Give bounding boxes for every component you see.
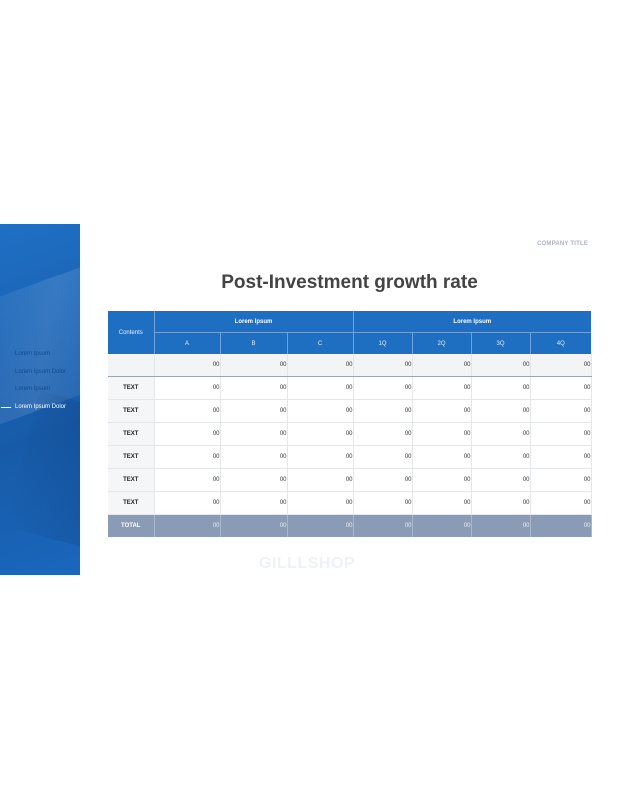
table-cell: 00 bbox=[154, 422, 221, 446]
column-header: A bbox=[154, 332, 221, 354]
table-cell: 00 bbox=[287, 468, 354, 492]
table-cell: 00 bbox=[220, 445, 288, 469]
table-cell: 00 bbox=[353, 514, 413, 537]
table-cell: 00 bbox=[287, 376, 354, 400]
table-cell: 00 bbox=[154, 491, 221, 515]
sidebar-item-1[interactable]: Lorem Ipsum bbox=[15, 351, 51, 357]
company-title: COMPANY TITLE bbox=[537, 241, 589, 247]
table-cell: 00 bbox=[220, 468, 288, 492]
table-row: TOTAL 00 00 00 00 00 00 00 bbox=[108, 514, 592, 537]
sidebar-item-4-active[interactable]: Lorem Ipsum Dolor bbox=[0, 399, 80, 417]
table-row: 00 00 00 00 00 00 00 bbox=[108, 354, 592, 377]
table-cell: 00 bbox=[154, 468, 221, 492]
table-row: TEXT 00 00 00 00 00 00 00 bbox=[108, 422, 592, 446]
table-row: TEXT 00 00 00 00 00 00 00 bbox=[108, 445, 592, 469]
column-header: 4Q bbox=[530, 332, 592, 354]
table-cell: 00 bbox=[471, 468, 531, 492]
table-cell: 00 bbox=[471, 354, 531, 377]
table-cell: 00 bbox=[412, 445, 472, 469]
row-label: TEXT bbox=[108, 422, 155, 446]
table-cell: 00 bbox=[287, 354, 354, 377]
slide: Lorem Ipsum Lorem Ipsum Dolor Lorem Ipsu… bbox=[0, 224, 623, 575]
column-header: 1Q bbox=[353, 332, 413, 354]
table-cell: 00 bbox=[412, 376, 472, 400]
table-cell: 00 bbox=[530, 422, 592, 446]
page-title: Post-Investment growth rate bbox=[221, 272, 478, 293]
table-cell: 00 bbox=[154, 399, 221, 423]
row-label: TEXT bbox=[108, 468, 155, 492]
table-cell: 00 bbox=[154, 376, 221, 400]
table-cell: 00 bbox=[287, 491, 354, 515]
table-cell: 00 bbox=[530, 354, 592, 377]
table-cell: 00 bbox=[353, 468, 413, 492]
table-cell: 00 bbox=[471, 399, 531, 423]
row-label: TEXT bbox=[108, 376, 155, 400]
table-row: TEXT 00 00 00 00 00 00 00 bbox=[108, 399, 592, 423]
sidebar-item-3[interactable]: Lorem Ipsum bbox=[15, 386, 51, 392]
group-header-2: Lorem Ipsum bbox=[353, 311, 592, 333]
row-label: TEXT bbox=[108, 399, 155, 423]
table-cell: 00 bbox=[530, 445, 592, 469]
table-cell: 00 bbox=[220, 491, 288, 515]
column-header: 2Q bbox=[412, 332, 472, 354]
table-cell: 00 bbox=[471, 514, 531, 537]
table-cell: 00 bbox=[287, 514, 354, 537]
table-cell: 00 bbox=[154, 354, 221, 377]
table-row: TEXT 00 00 00 00 00 00 00 bbox=[108, 468, 592, 492]
table-cell: 00 bbox=[471, 376, 531, 400]
table-cell: 00 bbox=[412, 354, 472, 377]
table-cell: 00 bbox=[530, 514, 592, 537]
table-cell: 00 bbox=[530, 468, 592, 492]
table-cell: 00 bbox=[412, 491, 472, 515]
table-cell: 00 bbox=[471, 422, 531, 446]
table-row: TEXT 00 00 00 00 00 00 00 bbox=[108, 376, 592, 400]
column-header: B bbox=[220, 332, 288, 354]
table-cell: 00 bbox=[471, 491, 531, 515]
watermark: GILLLSHOP bbox=[259, 555, 356, 572]
table-cell: 00 bbox=[220, 376, 288, 400]
table-cell: 00 bbox=[287, 399, 354, 423]
growth-table: Contents Lorem Ipsum Lorem Ipsum A B C 1… bbox=[108, 311, 592, 537]
table-cell: 00 bbox=[412, 422, 472, 446]
column-header: C bbox=[287, 332, 354, 354]
table-cell: 00 bbox=[287, 422, 354, 446]
contents-header: Contents bbox=[108, 311, 155, 354]
column-header: 3Q bbox=[471, 332, 531, 354]
total-label: TOTAL bbox=[108, 514, 155, 537]
table-cell: 00 bbox=[530, 491, 592, 515]
table-cell: 00 bbox=[412, 399, 472, 423]
table-cell: 00 bbox=[353, 422, 413, 446]
row-label bbox=[108, 354, 155, 377]
row-label: TEXT bbox=[108, 491, 155, 515]
row-label: TEXT bbox=[108, 445, 155, 469]
table-cell: 00 bbox=[530, 376, 592, 400]
table-cell: 00 bbox=[530, 399, 592, 423]
table-cell: 00 bbox=[154, 445, 221, 469]
group-header-1: Lorem Ipsum bbox=[154, 311, 354, 333]
table-cell: 00 bbox=[220, 354, 288, 377]
table-row: TEXT 00 00 00 00 00 00 00 bbox=[108, 491, 592, 515]
table-cell: 00 bbox=[353, 445, 413, 469]
sidebar-item-2[interactable]: Lorem Ipsum Dolor bbox=[15, 368, 67, 375]
table-cell: 00 bbox=[412, 468, 472, 492]
table-cell: 00 bbox=[471, 445, 531, 469]
table-cell: 00 bbox=[220, 514, 288, 537]
sidebar: Lorem Ipsum Lorem Ipsum Dolor Lorem Ipsu… bbox=[0, 224, 80, 575]
table-cell: 00 bbox=[353, 354, 413, 377]
table-cell: 00 bbox=[353, 491, 413, 515]
table-cell: 00 bbox=[154, 514, 221, 537]
table-cell: 00 bbox=[412, 514, 472, 537]
table-cell: 00 bbox=[353, 376, 413, 400]
table-cell: 00 bbox=[353, 399, 413, 423]
table-cell: 00 bbox=[220, 399, 288, 423]
sidebar-nav: Lorem Ipsum Lorem Ipsum Dolor Lorem Ipsu… bbox=[0, 346, 80, 416]
table-cell: 00 bbox=[220, 422, 288, 446]
table-cell: 00 bbox=[287, 445, 354, 469]
